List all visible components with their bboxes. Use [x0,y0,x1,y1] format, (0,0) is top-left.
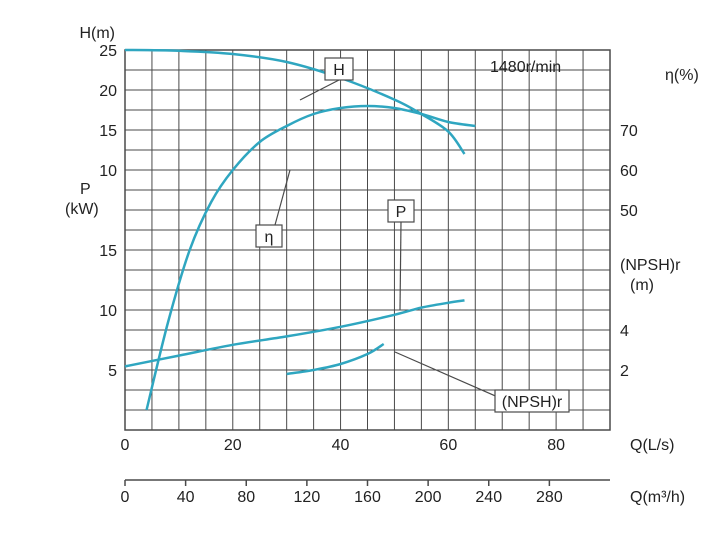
svg-text:Q(m³/h): Q(m³/h) [630,489,685,506]
svg-text:(NPSH)r: (NPSH)r [620,257,681,274]
svg-text:50: 50 [620,203,638,220]
svg-text:2: 2 [620,363,629,380]
svg-text:P: P [80,181,91,198]
svg-text:η(%): η(%) [665,67,699,84]
svg-text:H: H [333,62,345,79]
svg-text:200: 200 [415,489,442,506]
svg-text:10: 10 [99,163,117,180]
svg-text:280: 280 [536,489,563,506]
svg-text:15: 15 [99,123,117,140]
svg-text:(NPSH)r: (NPSH)r [502,394,563,411]
label-speed: 1480r/min [490,59,561,76]
svg-text:P: P [396,204,407,221]
svg-text:4: 4 [620,323,629,340]
svg-text:10: 10 [99,303,117,320]
svg-text:20: 20 [224,437,242,454]
svg-text:15: 15 [99,243,117,260]
svg-text:(kW): (kW) [65,201,99,218]
svg-text:120: 120 [294,489,321,506]
svg-text:60: 60 [620,163,638,180]
svg-text:240: 240 [475,489,502,506]
svg-text:70: 70 [620,123,638,140]
svg-text:40: 40 [332,437,350,454]
svg-text:Q(L/s): Q(L/s) [630,437,674,454]
svg-text:(m): (m) [630,277,654,294]
svg-text:η: η [265,229,274,246]
svg-text:160: 160 [354,489,381,506]
svg-text:60: 60 [439,437,457,454]
svg-text:40: 40 [177,489,195,506]
svg-text:80: 80 [547,437,565,454]
svg-text:H(m): H(m) [79,25,115,42]
svg-text:0: 0 [121,437,130,454]
svg-text:5: 5 [108,363,117,380]
svg-text:80: 80 [237,489,255,506]
svg-text:20: 20 [99,83,117,100]
svg-text:0: 0 [121,489,130,506]
svg-text:25: 25 [99,43,117,60]
